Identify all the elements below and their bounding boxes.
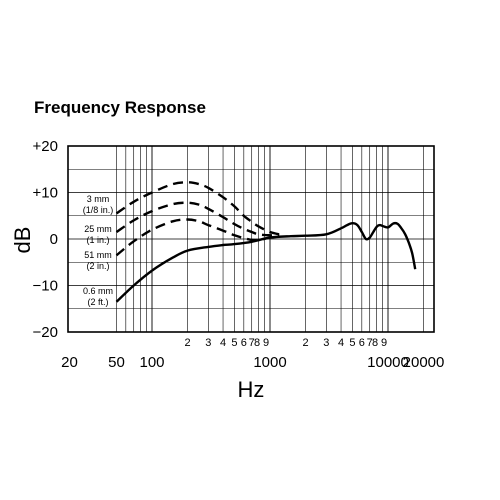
x-minor-tick-label: 7 bbox=[249, 337, 255, 349]
x-minor-tick-label: 4 bbox=[220, 337, 226, 349]
x-minor-tick-label: 7 bbox=[367, 337, 373, 349]
x-minor-tick-label: 5 bbox=[349, 337, 355, 349]
x-axis-label: Hz bbox=[238, 377, 265, 402]
y-tick-label: 0 bbox=[50, 231, 58, 248]
y-tick-label: −10 bbox=[33, 278, 58, 295]
curve-label: 0.6 mm bbox=[83, 286, 113, 296]
curve-label: (1/8 in.) bbox=[83, 205, 114, 215]
response-curve-3 bbox=[115, 218, 271, 257]
chart-title: Frequency Response bbox=[34, 98, 206, 117]
x-tick-label: 1000 bbox=[253, 354, 286, 371]
curve-label: (2 ft.) bbox=[87, 297, 108, 307]
response-curve-4 bbox=[115, 221, 417, 303]
curve-label: (2 in.) bbox=[86, 261, 109, 271]
x-minor-tick-label: 9 bbox=[263, 337, 269, 349]
x-tick-label: 50 bbox=[108, 354, 125, 371]
x-minor-tick-label: 6 bbox=[241, 337, 247, 349]
x-minor-tick-label: 2 bbox=[184, 337, 190, 349]
curve-label: 3 mm bbox=[87, 194, 110, 204]
y-tick-labels: +20 +10 0 −10 −20 bbox=[33, 138, 58, 341]
y-axis-label: dB bbox=[10, 227, 35, 254]
x-minor-tick-label: 6 bbox=[359, 337, 365, 349]
x-minor-tick-label: 8 bbox=[254, 337, 260, 349]
x-minor-tick-label: 4 bbox=[338, 337, 344, 349]
x-minor-tick-label: 2 bbox=[302, 337, 308, 349]
x-minor-tick-label: 5 bbox=[231, 337, 237, 349]
response-curves bbox=[115, 181, 417, 303]
x-tick-label: 20000 bbox=[403, 354, 445, 371]
grid-lines bbox=[68, 145, 434, 333]
x-minor-tick-label: 3 bbox=[205, 337, 211, 349]
x-tick-label: 10000 bbox=[367, 354, 409, 371]
plot-frame bbox=[67, 145, 435, 333]
y-tick-label: −20 bbox=[33, 324, 58, 341]
x-tick-label: 100 bbox=[139, 354, 164, 371]
response-curve-1 bbox=[115, 181, 280, 236]
curve-label: (1 in.) bbox=[86, 235, 109, 245]
curve-labels: 3 mm(1/8 in.) 25 mm(1 in.) 51 mm(2 in.) 0.6… bbox=[83, 194, 114, 307]
curve-label: 25 mm bbox=[84, 224, 112, 234]
x-minor-tick-label: 3 bbox=[323, 337, 329, 349]
curve-label: 51 mm bbox=[84, 250, 112, 260]
x-tick-label: 20 bbox=[61, 354, 78, 371]
response-curve-2 bbox=[115, 201, 280, 237]
y-tick-label: +10 bbox=[33, 185, 58, 202]
y-tick-label: +20 bbox=[33, 138, 58, 155]
x-minor-tick-label: 8 bbox=[372, 337, 378, 349]
x-minor-tick-label: 9 bbox=[381, 337, 387, 349]
